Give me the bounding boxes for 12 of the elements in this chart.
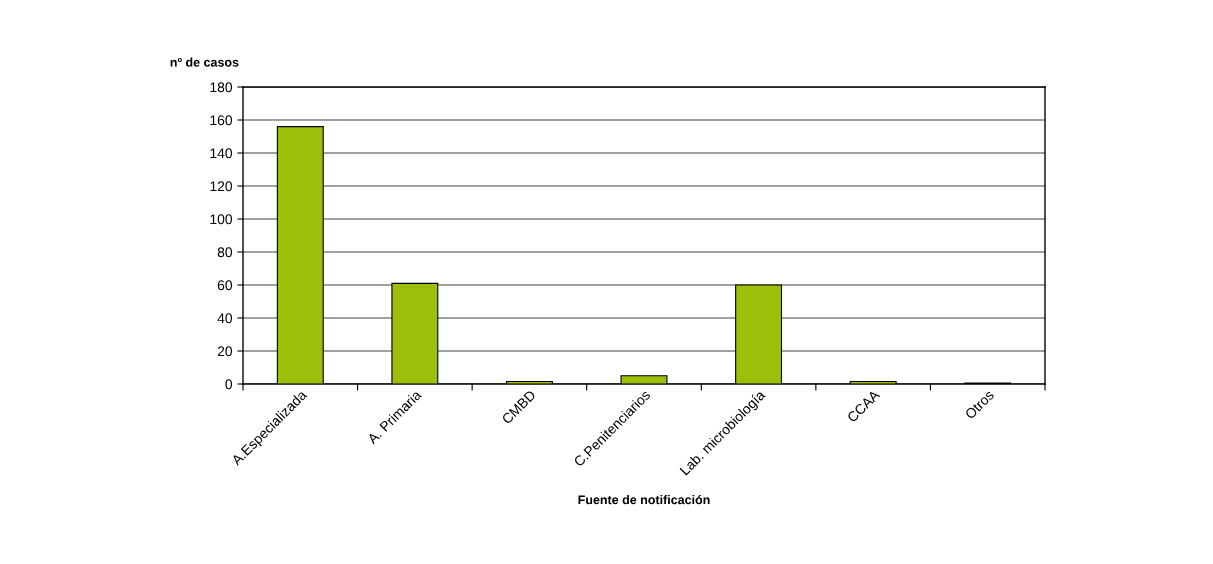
y-tick-label: 20	[217, 346, 233, 357]
y-tick-label: 120	[210, 181, 233, 192]
y-tick-label: 160	[210, 115, 233, 126]
y-tick-label: 0	[225, 379, 233, 390]
y-tick-label: 180	[210, 82, 233, 93]
y-tick-label: 100	[210, 214, 233, 225]
y-tick-label: 40	[217, 313, 233, 324]
y-tick-label: 60	[217, 280, 233, 291]
y-tick-label: 80	[217, 247, 233, 258]
x-axis-title: Fuente de notificación	[578, 494, 710, 505]
y-tick-label: 140	[210, 148, 233, 159]
y-axis-title: nº de casos	[170, 57, 239, 67]
